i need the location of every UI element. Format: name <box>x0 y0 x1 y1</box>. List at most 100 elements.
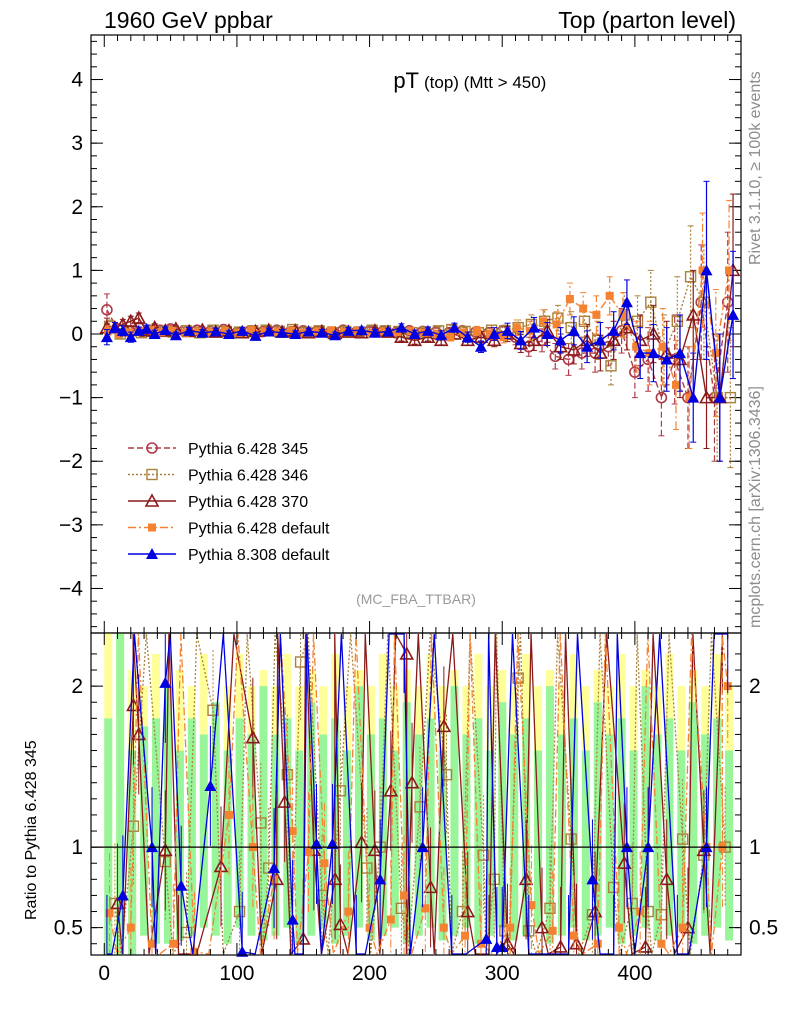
x-axis-tick-label: 0 <box>98 962 110 985</box>
data-point <box>581 340 594 352</box>
ratio-point <box>439 923 448 932</box>
data-point <box>672 380 680 389</box>
data-point <box>287 326 296 335</box>
analysis-tag: (MC_FBA_TTBAR) <box>356 591 476 607</box>
x-axis-tick-label: 200 <box>352 962 387 985</box>
x-axis-tick-label: 400 <box>617 962 652 985</box>
green-band <box>211 702 220 936</box>
ratio-point <box>204 779 217 791</box>
data-point <box>169 329 182 341</box>
rivet-version-label: Rivet 3.1.10, ≥ 100k events <box>747 71 764 265</box>
legend-marker <box>148 523 156 532</box>
green-band <box>426 718 435 928</box>
main-title: pT <box>393 68 419 93</box>
ratio-point <box>245 729 261 744</box>
ratio-point <box>527 901 536 910</box>
ratio-point <box>286 913 299 925</box>
data-point <box>342 324 355 336</box>
ratio-point <box>207 704 219 716</box>
green-band <box>486 750 495 936</box>
data-point <box>313 327 322 336</box>
legend-marker <box>146 442 158 454</box>
main-ytick-label: −3 <box>59 514 83 537</box>
data-point <box>260 327 269 336</box>
ratio-point <box>421 904 430 913</box>
green-band <box>319 734 328 928</box>
green-band <box>689 702 698 944</box>
ratio-panel: 0.5 0.5 1 1 2 2 0 100 200 300 400 <box>54 632 778 985</box>
data-point <box>220 326 229 335</box>
data-point <box>146 326 155 335</box>
green-band <box>653 734 662 941</box>
ratio-point <box>131 726 147 741</box>
ratio-point <box>190 947 199 956</box>
data-point <box>247 326 256 335</box>
data-point <box>685 307 701 321</box>
data-point <box>512 323 521 332</box>
data-point <box>355 324 368 336</box>
ratio-point <box>236 945 249 957</box>
ratio-point <box>548 926 557 935</box>
ratio-point <box>169 939 178 948</box>
ratio-point <box>288 827 297 836</box>
ratio-point <box>512 672 524 684</box>
ratio-point <box>126 923 135 932</box>
green-band <box>152 718 161 944</box>
data-point <box>673 347 686 359</box>
data-point <box>289 328 302 339</box>
ratio-point <box>110 895 125 910</box>
green-band <box>414 734 423 936</box>
ratio-point <box>586 873 599 885</box>
data-point <box>116 324 129 336</box>
ratio-point <box>404 775 420 789</box>
ratio-point <box>326 837 339 849</box>
data-point <box>382 325 395 337</box>
data-point <box>700 264 713 276</box>
data-point <box>101 304 113 316</box>
data-point <box>514 334 527 346</box>
data-point <box>565 295 574 304</box>
data-point <box>276 326 289 338</box>
data-point <box>655 391 668 404</box>
data-point <box>302 325 315 337</box>
data-point <box>539 317 548 326</box>
ratio-point <box>365 923 374 932</box>
x-axis-tick-label: 100 <box>219 962 254 985</box>
series-pythia-8-308-default <box>100 180 740 462</box>
ratio-y-axis-label: Ratio to Pythia 6.428 345 <box>23 740 40 920</box>
ratio-point <box>477 849 490 861</box>
data-point <box>209 325 222 337</box>
data-point <box>131 310 147 324</box>
data-point <box>699 389 714 404</box>
ratio-point <box>569 931 578 940</box>
data-point <box>366 328 375 337</box>
green-band <box>354 686 363 928</box>
ratio-point <box>676 833 689 845</box>
ratio-point <box>344 907 353 916</box>
data-point <box>406 326 415 335</box>
ratio-point <box>461 931 470 940</box>
legend-marker <box>144 493 160 507</box>
data-point <box>315 326 328 338</box>
green-band <box>665 718 674 936</box>
ratio-point <box>310 837 323 849</box>
ratio-point <box>386 915 395 924</box>
green-band <box>163 686 172 944</box>
ratio-ytick-label-left: 0.5 <box>54 917 83 940</box>
data-point <box>552 320 561 329</box>
data-point <box>554 334 567 346</box>
data-point <box>408 328 421 339</box>
legend-label: Pythia 8.308 default <box>188 547 330 564</box>
ratio-point <box>367 842 383 857</box>
data-point <box>499 333 508 342</box>
main-ytick-label: −4 <box>59 577 83 600</box>
data-point <box>605 360 617 372</box>
legend: Pythia 6.428 345 Pythia 6.428 346 Pythia 6… <box>128 441 330 564</box>
ratio-point <box>105 909 114 918</box>
data-point <box>475 340 487 352</box>
data-point <box>108 321 121 333</box>
data-point <box>448 321 461 333</box>
ratio-point <box>374 873 387 885</box>
data-point <box>647 347 660 359</box>
